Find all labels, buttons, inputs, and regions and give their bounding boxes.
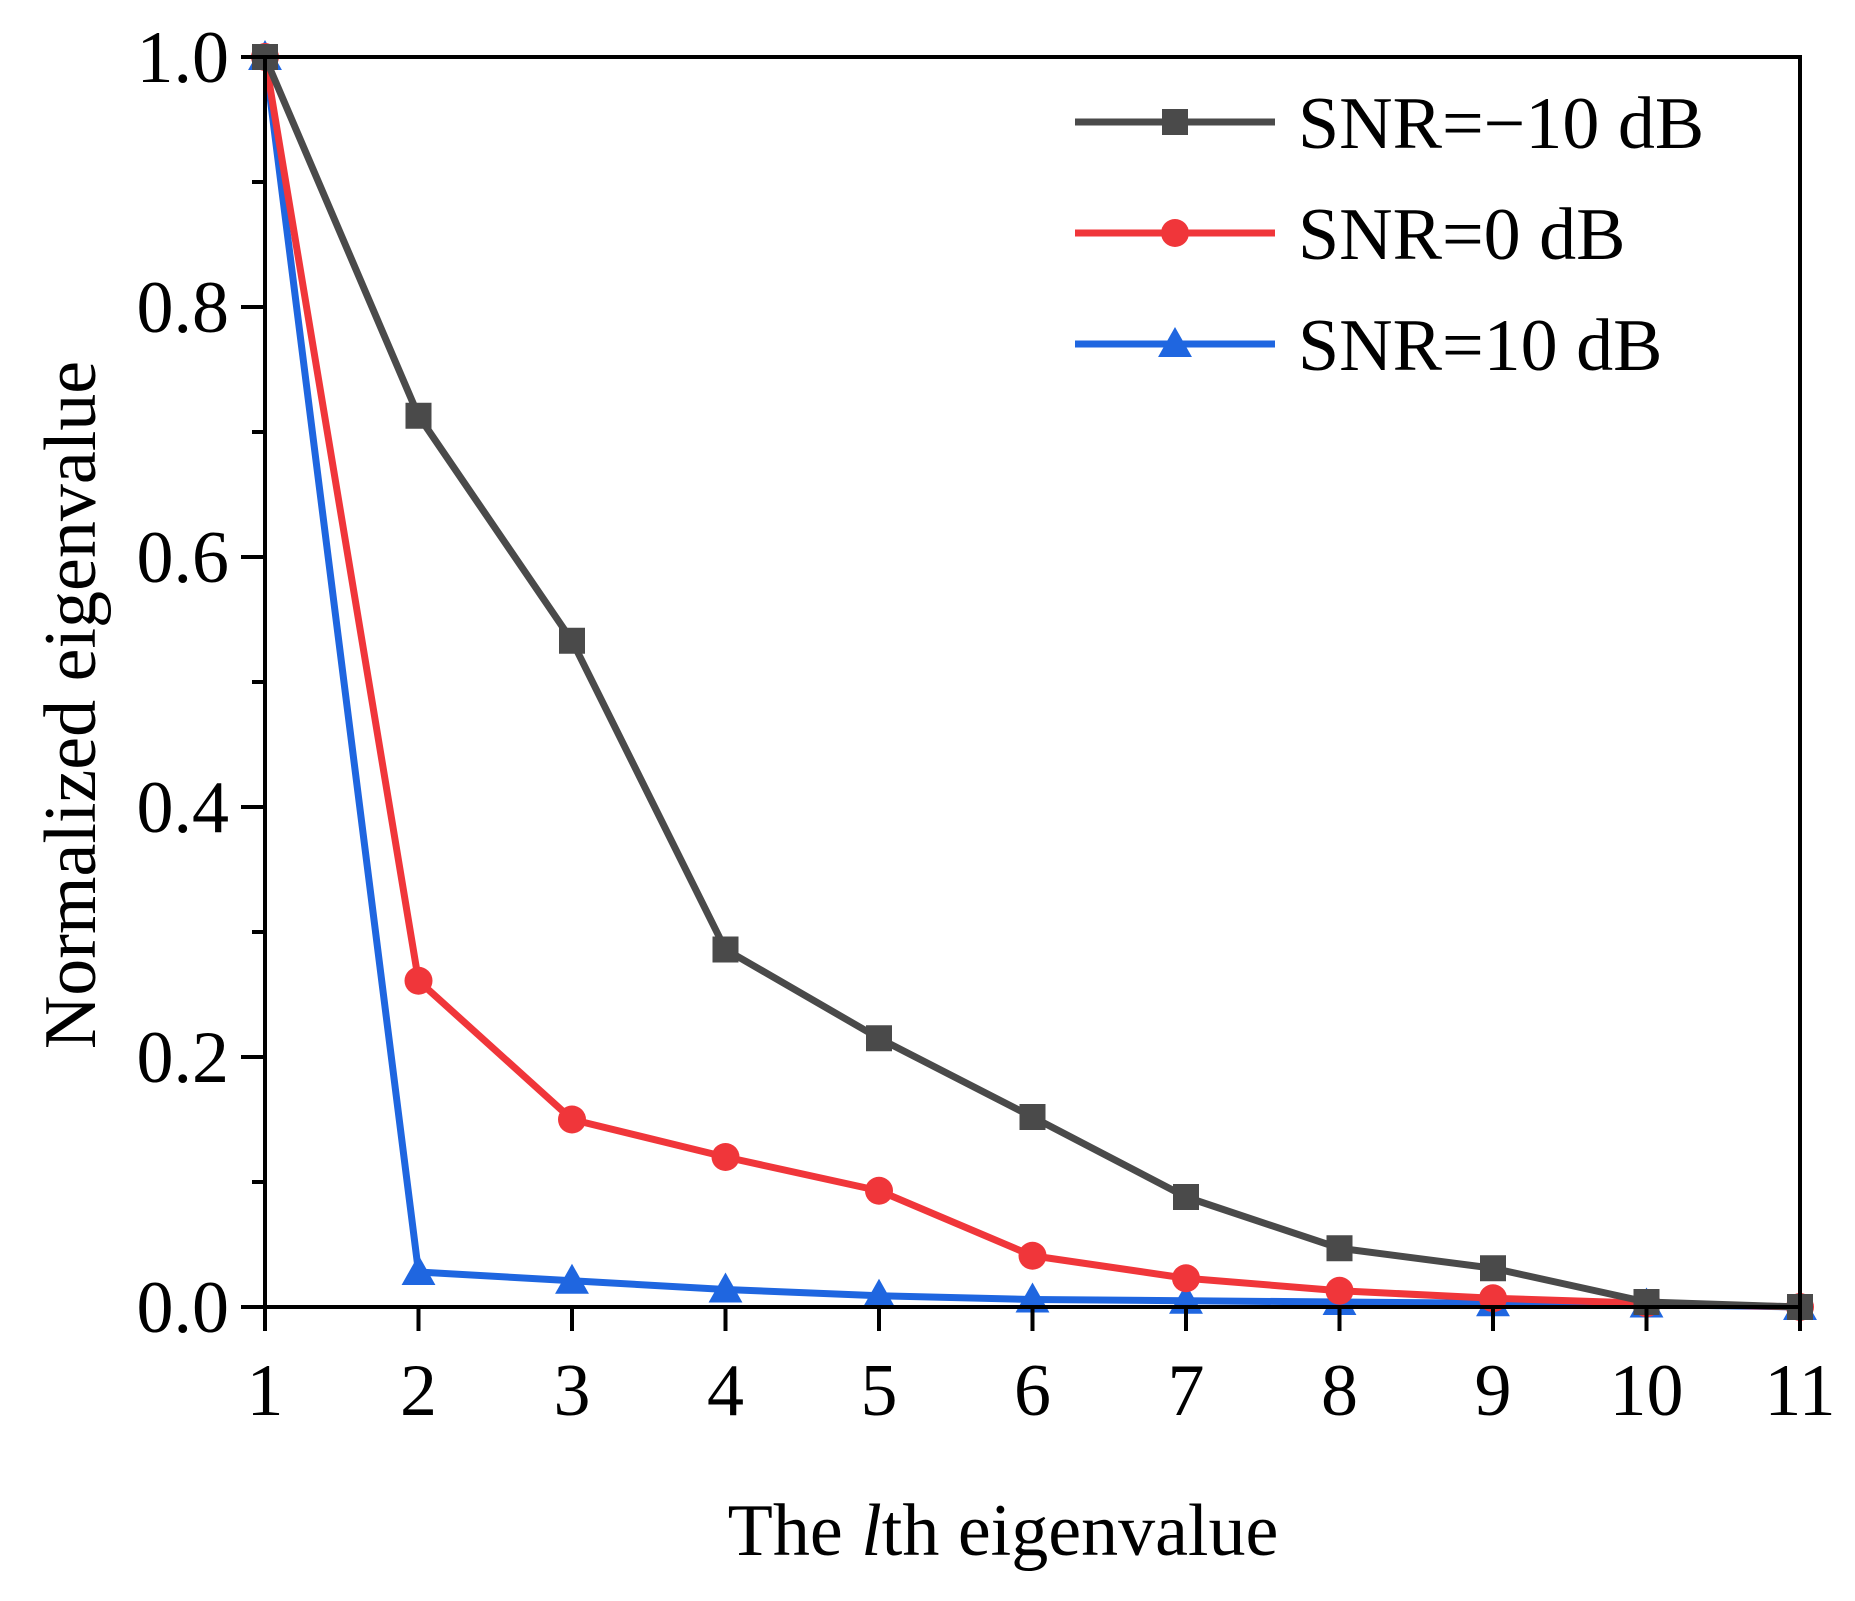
data-point [1015, 1282, 1050, 1313]
x-tick-label: 11 [1764, 1350, 1835, 1432]
data-point [559, 627, 585, 654]
x-tick-label: 2 [400, 1350, 437, 1432]
y-tick-label: 0.0 [137, 1267, 230, 1349]
x-axis-title-suffix: th eigenvalue [882, 1490, 1279, 1572]
data-point [1325, 1276, 1354, 1305]
x-tick-label: 8 [1321, 1350, 1358, 1432]
y-tick-label: 0.2 [137, 1017, 230, 1099]
y-axis-title: Normalized eigenvalue [30, 361, 112, 1049]
data-point [1326, 1235, 1353, 1262]
axes: 1 2 3 4 5 6 7 8 9 10 11 0.0 0.2 0.4 0.6 0.8 1.0 [137, 17, 1836, 1432]
data-point [862, 1278, 896, 1309]
legend-label: SNR=−10 dB [1298, 83, 1704, 165]
x-tick-label: 5 [861, 1350, 898, 1432]
data-point [1480, 1255, 1506, 1282]
y-tick-label: 0.4 [137, 767, 230, 849]
x-tick-label: 1 [247, 1350, 284, 1432]
legend-item: SNR=0 dB [1075, 194, 1626, 276]
x-tick-label: 4 [707, 1350, 744, 1432]
data-point [865, 1176, 893, 1205]
legend-item: SNR=−10 dB [1075, 83, 1704, 165]
x-tick-label: 3 [554, 1350, 591, 1432]
data-point [404, 966, 433, 995]
legend-item: SNR=10 dB [1075, 305, 1663, 387]
data-point [711, 1143, 740, 1171]
y-tick-label: 1.0 [137, 17, 230, 99]
x-tick-label: 10 [1610, 1350, 1684, 1432]
axis-titles: The lth eigenvalue Normalized eigenvalue [30, 361, 1278, 1572]
y-tick-label: 0.8 [137, 267, 230, 349]
data-point [558, 1105, 586, 1134]
data-point [401, 1255, 436, 1285]
y-tick-label: 0.6 [137, 517, 230, 599]
x-tick-label: 6 [1014, 1350, 1051, 1432]
data-point [1018, 1241, 1047, 1270]
data-point [1019, 1104, 1046, 1130]
data-point [712, 936, 739, 963]
legend: SNR=−10 dB SNR=0 dB SNR=10 dB [1075, 83, 1704, 387]
x-tick-label: 7 [1168, 1350, 1205, 1432]
x-axis-title-prefix: The [728, 1490, 862, 1572]
data-point [1172, 1264, 1200, 1293]
x-tick-label: 9 [1475, 1350, 1512, 1432]
data-point [866, 1025, 892, 1052]
x-axis-title-italic: l [861, 1490, 882, 1572]
data-point [405, 402, 432, 429]
legend-label: SNR=10 dB [1298, 305, 1663, 387]
series-square [252, 44, 1813, 1320]
legend-swatch-marker [1158, 327, 1192, 357]
data-point [708, 1272, 743, 1303]
legend-swatch-marker [1162, 109, 1188, 135]
legend-swatch-marker [1161, 219, 1189, 247]
x-axis-title: The lth eigenvalue [728, 1490, 1279, 1572]
legend-label: SNR=0 dB [1298, 194, 1626, 276]
data-point [1173, 1184, 1199, 1210]
data-point [555, 1263, 589, 1294]
